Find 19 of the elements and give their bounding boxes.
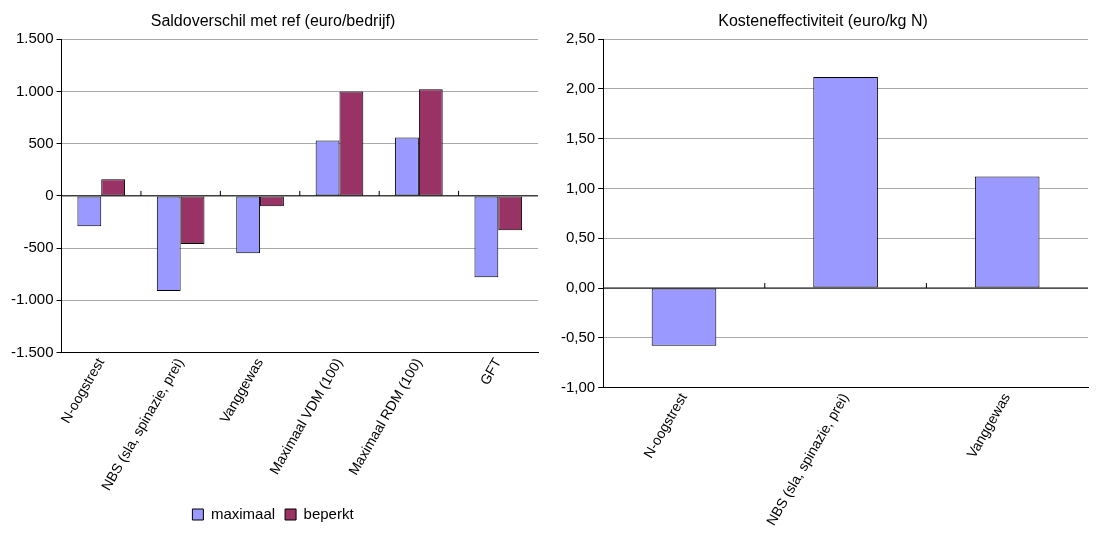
y-tick-label: 1,50 [565,128,596,146]
y-tick-label: 1,00 [565,178,596,196]
legend-label: beperkt [303,504,355,522]
y-tick-label: 0,00 [565,278,596,296]
y-tick-label: -1,00 [560,377,596,395]
y-tick-label: 500 [28,133,54,151]
y-tick-label: -1.000 [10,290,54,308]
y-tick-label: 1.000 [15,81,54,99]
y-tick-label: 2,00 [565,79,596,97]
y-tick-label: 1.500 [15,29,54,47]
chart-title: Kosteneffectiviteit (euro/kg N) [718,12,928,30]
legend-label: maximaal [210,504,276,522]
chart-title: Saldoverschil met ref (euro/bedrijf) [150,12,396,30]
y-tick-label: -500 [23,238,54,256]
y-tick-label: 0,50 [565,228,596,246]
y-tick-label: 0 [45,186,54,204]
y-tick-label: -0,50 [560,327,596,345]
y-tick-label: 2,50 [565,29,596,47]
y-tick-label: -1.500 [10,342,54,360]
